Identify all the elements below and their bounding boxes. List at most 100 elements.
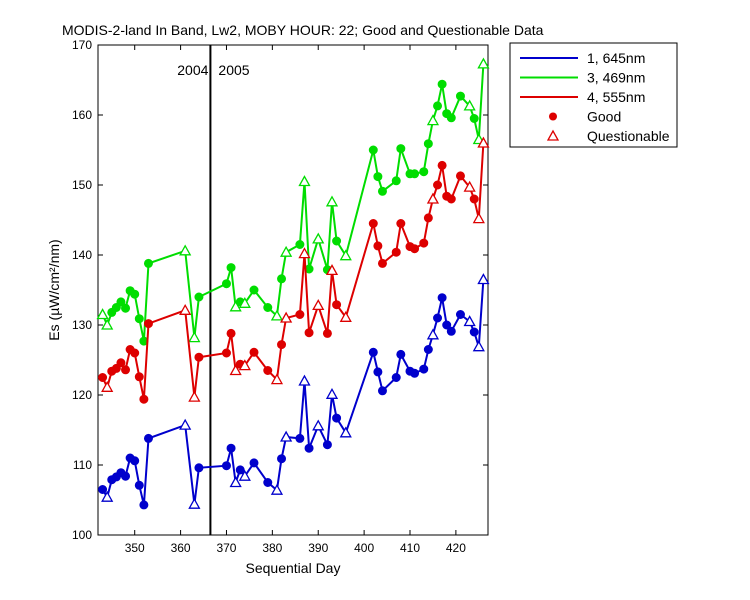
x-tick-label: 350	[125, 541, 145, 555]
data-point-good	[368, 145, 378, 155]
legend-label: Questionable	[587, 128, 670, 144]
data-point-good	[455, 171, 465, 181]
data-point-questionable	[238, 359, 251, 371]
data-point-questionable	[325, 195, 339, 207]
data-point-good	[446, 326, 456, 336]
data-point-good	[194, 463, 204, 473]
legend-item: Questionable	[546, 128, 670, 144]
legend: 1, 645nm 3, 469nm 4, 555nm Good Questionable	[509, 42, 678, 148]
x-tick-label: 400	[354, 541, 374, 555]
y-tick-label: 160	[72, 108, 92, 122]
data-point-good	[332, 300, 342, 310]
x-tick-label: 410	[400, 541, 420, 555]
data-point-good	[423, 213, 433, 223]
data-point-good	[134, 480, 144, 490]
legend-label: 4, 555nm	[587, 89, 645, 105]
data-point-good	[263, 303, 273, 312]
data-point-good	[249, 285, 259, 295]
data-point-good	[304, 443, 314, 453]
x-tick-label: 380	[262, 541, 282, 555]
data-point-questionable	[325, 264, 339, 276]
year-label-2004: 2004	[177, 62, 208, 78]
legend-label: 1, 645nm	[587, 50, 645, 66]
data-point-good	[442, 320, 452, 330]
data-point-questionable	[229, 476, 242, 488]
data-point-questionable	[101, 318, 114, 330]
data-point-good	[396, 219, 406, 228]
data-point-good	[221, 279, 231, 289]
y-tick-label: 140	[72, 248, 92, 262]
data-point-good	[423, 139, 433, 149]
data-point-good	[377, 186, 387, 196]
data-point-good	[410, 368, 420, 378]
series-1	[98, 273, 490, 510]
data-point-good	[134, 372, 144, 382]
x-axis: 350 360 370 380 390 400 410 420	[125, 45, 466, 555]
data-point-questionable	[426, 328, 440, 340]
legend-item: 4, 555nm	[520, 89, 645, 105]
data-point-good	[455, 310, 465, 319]
data-point-good	[446, 194, 456, 204]
data-point-good	[249, 458, 259, 468]
x-tick-label: 360	[171, 541, 191, 555]
x-tick-label: 370	[216, 541, 236, 555]
data-point-questionable	[426, 114, 440, 126]
data-point-good	[377, 386, 387, 396]
data-point-questionable	[188, 331, 201, 343]
data-point-questionable	[426, 192, 440, 204]
data-point-good	[277, 274, 287, 284]
x-tick-label: 420	[446, 541, 466, 555]
y-tick-label: 150	[72, 178, 92, 192]
data-point-good	[391, 176, 401, 186]
data-point-questionable	[325, 387, 339, 399]
data-point-good	[423, 345, 433, 354]
data-point-good	[295, 433, 305, 443]
data-point-good	[419, 364, 429, 374]
data-point-good	[410, 244, 420, 254]
data-point-questionable	[477, 273, 490, 285]
data-point-good	[322, 328, 332, 338]
data-point-good	[396, 349, 406, 359]
data-point-good	[391, 247, 401, 257]
data-point-good	[139, 394, 149, 404]
data-point-good	[433, 101, 443, 111]
data-point-good	[419, 167, 429, 177]
data-point-good	[377, 258, 387, 268]
data-point-good	[121, 303, 131, 313]
legend-box	[509, 42, 678, 148]
legend-item: Good	[549, 109, 621, 125]
data-point-questionable	[298, 247, 311, 259]
legend-swatch	[546, 129, 560, 141]
data-point-questionable	[238, 469, 251, 481]
data-point-good	[277, 340, 287, 350]
data-point-good	[263, 366, 273, 375]
series-layer	[96, 57, 490, 510]
data-point-good	[130, 289, 140, 299]
legend-label: 3, 469nm	[587, 70, 645, 86]
data-point-good	[116, 358, 126, 368]
data-point-good	[410, 169, 420, 179]
data-point-good	[373, 241, 383, 251]
data-point-good	[455, 91, 465, 101]
data-point-questionable	[101, 490, 114, 502]
data-point-good	[368, 347, 378, 357]
data-point-good	[98, 373, 108, 382]
data-point-good	[134, 314, 144, 324]
data-point-good	[121, 471, 131, 481]
data-point-questionable	[463, 180, 476, 192]
data-point-good	[221, 461, 231, 471]
data-point-good	[263, 478, 273, 487]
y-tick-label: 100	[72, 528, 92, 542]
series-3	[98, 136, 490, 404]
data-point-questionable	[188, 497, 201, 509]
data-point-questionable	[179, 418, 192, 430]
data-point-good	[322, 440, 332, 450]
data-point-good	[277, 454, 287, 464]
data-point-questionable	[280, 430, 293, 442]
data-point-questionable	[312, 419, 325, 431]
data-point-good	[368, 219, 378, 228]
data-point-questionable	[238, 296, 251, 308]
data-point-questionable	[179, 303, 192, 315]
legend-swatch	[549, 112, 557, 121]
data-point-questionable	[477, 57, 490, 69]
